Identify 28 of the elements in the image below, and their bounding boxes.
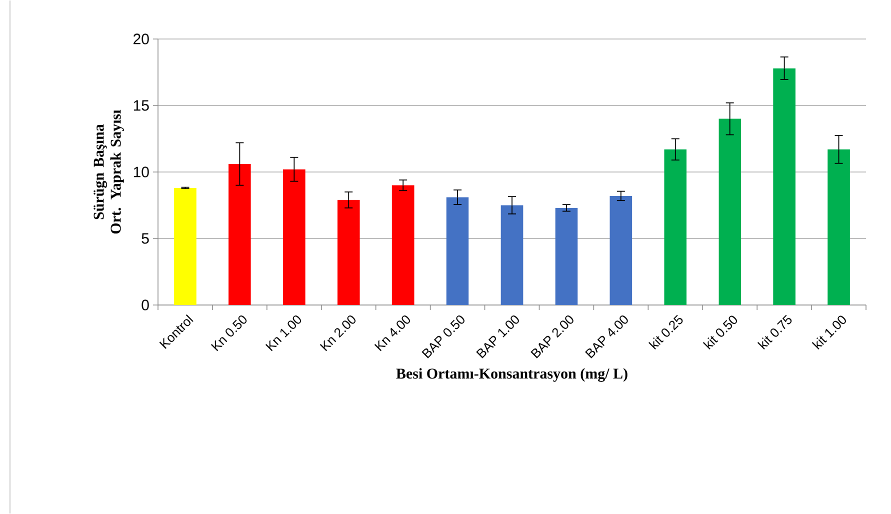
bar: [555, 208, 578, 305]
x-tick-label: kit 0.75: [757, 314, 792, 350]
x-axis-title: Besi Ortamı-Konsantrasyon (mg/ L): [396, 368, 628, 382]
y-tick-label: 0: [142, 300, 149, 310]
y-tick-label: 20: [134, 34, 149, 44]
x-tick-label: Kn 1.00: [265, 315, 302, 352]
x-tick-label: Kn 0.50: [210, 315, 247, 352]
bar: [773, 68, 796, 305]
bar: [664, 149, 687, 305]
x-tick-label: Kn 4.00: [374, 315, 410, 352]
x-tick-label: Kn 2.00: [320, 315, 356, 352]
bar: [392, 185, 414, 305]
bar: [446, 197, 469, 305]
x-tick-label: kit 0.25: [648, 314, 683, 350]
bar: [174, 188, 196, 305]
x-tick-label: kit 1.00: [812, 316, 846, 350]
bar: [610, 196, 632, 305]
bar: [500, 205, 524, 305]
y-axis-title: Sürügn Başına Ort. Yaprak Sayısı: [94, 110, 124, 234]
bar: [828, 149, 850, 305]
y-tick-label: 10: [134, 166, 149, 178]
bar: [337, 200, 360, 305]
bar: [228, 164, 251, 305]
bar: [282, 169, 306, 305]
y-tick-label: 5: [142, 233, 149, 244]
bar: [718, 118, 742, 305]
y-tick-label: 15: [134, 100, 149, 111]
x-tick-label: kit 0.50: [702, 316, 738, 350]
